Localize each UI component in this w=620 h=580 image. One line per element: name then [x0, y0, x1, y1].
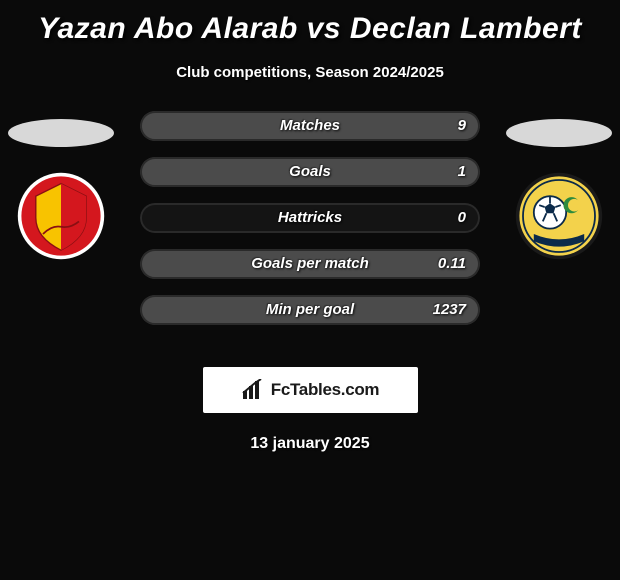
stat-label: Goals per match [251, 249, 369, 279]
source-logo: FcTables.com [203, 367, 418, 413]
stat-value: 0 [458, 203, 466, 233]
stats-column: Matches 9 Goals 1 Hattricks 0 Goals per … [140, 111, 480, 341]
subtitle: Club competitions, Season 2024/2025 [0, 64, 620, 81]
player-left-oval [8, 119, 114, 147]
stat-label: Matches [280, 111, 340, 141]
snapshot-date: 13 january 2025 [0, 435, 620, 453]
comparison-panel: Matches 9 Goals 1 Hattricks 0 Goals per … [0, 111, 620, 351]
stat-row-goals: Goals 1 [140, 157, 480, 187]
logo-inner: FcTables.com [241, 379, 380, 401]
shield-icon [16, 171, 106, 261]
stat-value: 1237 [433, 295, 466, 325]
stat-label: Goals [289, 157, 331, 187]
page-title: Yazan Abo Alarab vs Declan Lambert [0, 0, 620, 46]
stat-value: 1 [458, 157, 466, 187]
stat-row-mpg: Min per goal 1237 [140, 295, 480, 325]
stat-label: Min per goal [266, 295, 354, 325]
stat-row-gpm: Goals per match 0.11 [140, 249, 480, 279]
logo-text: FcTables.com [271, 380, 380, 400]
stat-label: Hattricks [278, 203, 342, 233]
club-crest-left [16, 171, 106, 261]
stat-value: 0.11 [438, 249, 466, 279]
stat-row-matches: Matches 9 [140, 111, 480, 141]
shield-icon [514, 171, 604, 261]
club-crest-right [514, 171, 604, 261]
bar-chart-icon [241, 379, 267, 401]
player-right-oval [506, 119, 612, 147]
stat-value: 9 [458, 111, 466, 141]
stat-row-hattricks: Hattricks 0 [140, 203, 480, 233]
